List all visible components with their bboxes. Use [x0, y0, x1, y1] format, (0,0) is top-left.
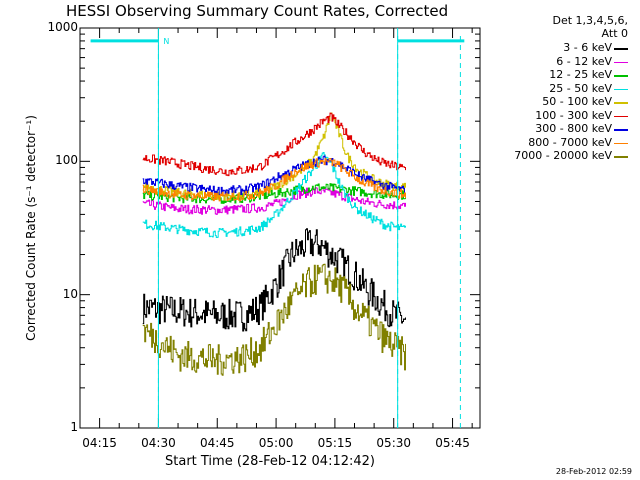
- legend-label: 6 - 12 keV: [556, 54, 612, 68]
- y-tick-label: 1000: [47, 20, 78, 34]
- legend-swatch: [614, 61, 628, 63]
- legend-entry: 25 - 50 keV: [480, 82, 640, 96]
- y-tick-label: 10: [62, 286, 78, 301]
- series-layer: [142, 112, 406, 376]
- legend-label: 7000 - 20000 keV: [514, 149, 612, 162]
- series-line-5: [142, 112, 406, 177]
- flag-label: N: [163, 37, 169, 46]
- series-line-7: [142, 158, 406, 202]
- x-tick-label: 04:45: [199, 436, 235, 450]
- legend-swatch: [614, 88, 628, 90]
- plot-frame: [79, 27, 481, 429]
- x-tick-label: 04:30: [141, 436, 176, 450]
- legend-entry: 800 - 7000 keV: [480, 136, 640, 150]
- legend-header: Det 1,3,4,5,6, Att 0: [552, 14, 628, 40]
- legend-swatch: [614, 156, 628, 158]
- y-axis-label: Corrected Count Rate (s⁻¹ detector⁻¹): [24, 115, 38, 341]
- legend-swatch: [614, 129, 628, 131]
- legend-label: 300 - 800 keV: [535, 122, 612, 135]
- x-tick-label: 04:15: [82, 436, 117, 450]
- legend-entry: 300 - 800 keV: [480, 122, 640, 136]
- legend-entry: 100 - 300 keV: [480, 109, 640, 123]
- series-line-1: [142, 187, 406, 215]
- axes-layer: [79, 27, 481, 429]
- timestamp-footer: 28-Feb-2012 02:59: [555, 467, 632, 476]
- legend-label: 25 - 50 keV: [549, 81, 612, 95]
- legend-label: 50 - 100 keV: [542, 95, 612, 108]
- legend-entry: 50 - 100 keV: [480, 95, 640, 109]
- legend-swatch: [614, 115, 628, 117]
- legend-header-line-2: Att 0: [601, 27, 628, 40]
- series-line-8: [142, 263, 406, 376]
- x-axis-label: Start Time (28-Feb-12 04:12:42): [165, 454, 375, 469]
- legend-swatch: [614, 102, 628, 104]
- x-tick-label: 05:45: [435, 436, 470, 450]
- marker-layer: N: [90, 28, 465, 428]
- series-line-3: [142, 152, 406, 238]
- legend-label: 12 - 25 keV: [549, 68, 612, 81]
- chart-title: HESSI Observing Summary Count Rates, Cor…: [66, 2, 449, 20]
- series-line-2: [142, 183, 406, 204]
- x-tick-label: 05:00: [258, 436, 294, 450]
- legend-entry: 6 - 12 keV: [480, 55, 640, 69]
- legend: 3 - 6 keV 6 - 12 keV 12 - 25 keV 25 - 50 ke…: [480, 41, 640, 163]
- legend-swatch: [614, 142, 628, 144]
- legend-label: 800 - 7000 keV: [528, 135, 612, 149]
- legend-header-line-1: Det 1,3,4,5,6,: [552, 14, 628, 27]
- legend-swatch: [614, 48, 628, 50]
- legend-swatch: [614, 75, 628, 77]
- y-tick-label: 1: [70, 420, 78, 434]
- y-tick-label: 100: [55, 153, 78, 168]
- legend-label: 100 - 300 keV: [535, 108, 612, 122]
- legend-entry: 12 - 25 keV: [480, 68, 640, 82]
- x-tick-label: 05:15: [317, 436, 353, 450]
- x-tick-label: 05:30: [376, 436, 412, 450]
- series-line-0: [142, 228, 406, 332]
- legend-label: 3 - 6 keV: [563, 41, 612, 54]
- legend-entry: 7000 - 20000 keV: [480, 149, 640, 163]
- legend-entry: 3 - 6 keV: [480, 41, 640, 55]
